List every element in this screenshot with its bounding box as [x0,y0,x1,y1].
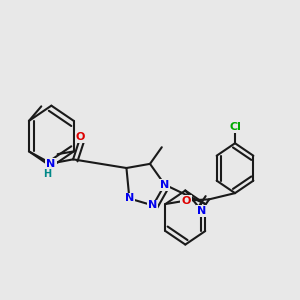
Text: N: N [148,200,158,210]
Text: O: O [76,132,85,142]
Text: N: N [197,206,206,216]
Text: N: N [125,194,134,203]
Text: H: H [44,169,52,179]
Text: O: O [182,196,191,206]
Text: N: N [46,158,56,169]
Text: Cl: Cl [229,122,241,132]
Text: N: N [160,180,169,190]
